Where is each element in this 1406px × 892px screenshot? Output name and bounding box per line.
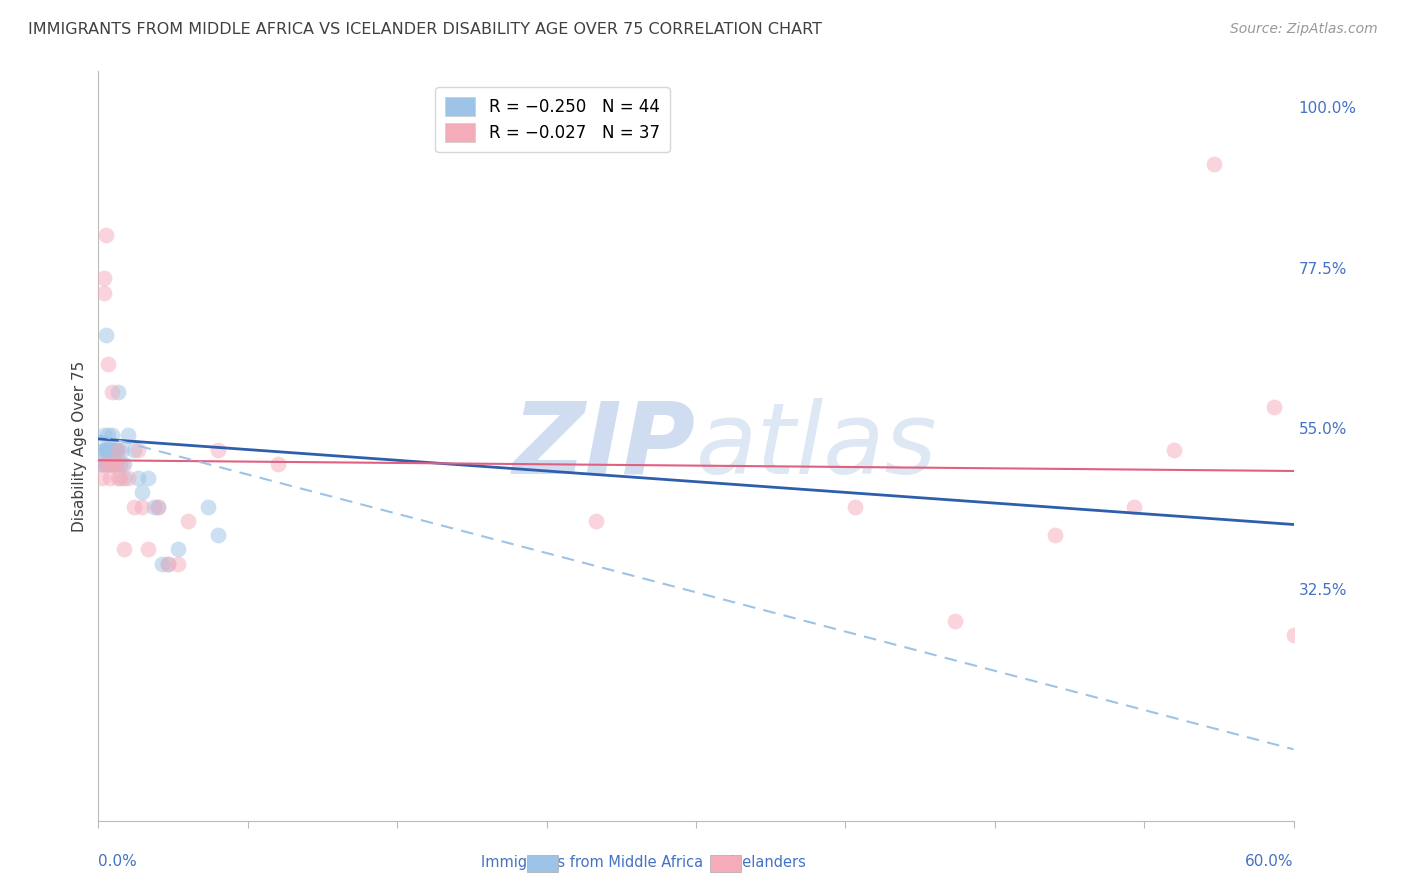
Point [91, 442, 114, 457]
Point [131, 500, 153, 514]
Point [96, 442, 118, 457]
Point [98, 471, 122, 485]
Point [1043, 528, 1066, 542]
Point [143, 500, 166, 514]
Point [107, 471, 129, 485]
Point [1263, 400, 1285, 414]
Point [585, 514, 607, 528]
Point [98, 457, 122, 471]
Point [93, 271, 115, 285]
Text: Source: ZipAtlas.com: Source: ZipAtlas.com [1230, 22, 1378, 37]
Point [101, 457, 124, 471]
Point [117, 471, 139, 485]
Text: Immigrants from Middle Africa: Immigrants from Middle Africa [481, 855, 703, 870]
Point [101, 428, 124, 442]
Point [111, 457, 134, 471]
Text: Icelanders: Icelanders [731, 855, 807, 870]
Point [1282, 628, 1305, 642]
Point [107, 442, 129, 457]
Point [112, 471, 135, 485]
Point [150, 557, 173, 571]
Point [207, 528, 229, 542]
Point [103, 457, 125, 471]
Point [98, 442, 122, 457]
Text: 0.0%: 0.0% [98, 854, 138, 869]
Point [97, 442, 120, 457]
Point [103, 442, 125, 457]
Point [157, 557, 180, 571]
Point [112, 457, 135, 471]
Point [93, 285, 115, 300]
Text: atlas: atlas [696, 398, 938, 494]
Point [131, 485, 153, 500]
Point [167, 557, 190, 571]
Point [124, 500, 146, 514]
Point [1202, 157, 1225, 171]
Point [107, 442, 129, 457]
Point [101, 442, 124, 457]
Point [91, 457, 114, 471]
Point [96, 328, 118, 343]
Point [97, 357, 120, 371]
Point [105, 457, 128, 471]
Point [117, 428, 139, 442]
Point [103, 457, 125, 471]
Y-axis label: Disability Age Over 75: Disability Age Over 75 [72, 360, 87, 532]
Point [98, 457, 122, 471]
Point [93, 428, 115, 442]
Text: IMMIGRANTS FROM MIDDLE AFRICA VS ICELANDER DISABILITY AGE OVER 75 CORRELATION CH: IMMIGRANTS FROM MIDDLE AFRICA VS ICELAND… [28, 22, 823, 37]
Point [943, 614, 966, 628]
Point [127, 471, 149, 485]
Point [112, 542, 135, 557]
Point [105, 457, 128, 471]
Point [110, 471, 132, 485]
Text: ZIP: ZIP [513, 398, 696, 494]
Point [197, 500, 219, 514]
Point [101, 457, 124, 471]
Point [97, 457, 120, 471]
Point [98, 457, 122, 471]
Point [1163, 442, 1185, 457]
Point [136, 471, 159, 485]
Point [96, 442, 118, 457]
Point [844, 500, 866, 514]
Point [93, 442, 115, 457]
Point [98, 442, 122, 457]
Point [96, 228, 118, 243]
Point [96, 457, 118, 471]
Point [177, 514, 200, 528]
Point [267, 457, 290, 471]
Point [103, 457, 125, 471]
Point [124, 442, 146, 457]
Legend: R = −0.250   N = 44, R = −0.027   N = 37: R = −0.250 N = 44, R = −0.027 N = 37 [436, 87, 669, 153]
Point [1123, 500, 1146, 514]
Text: 60.0%: 60.0% [1246, 854, 1294, 869]
Point [91, 471, 114, 485]
Point [105, 442, 128, 457]
Point [107, 385, 129, 400]
Point [167, 542, 190, 557]
Point [111, 442, 134, 457]
Point [148, 500, 170, 514]
Point [101, 385, 124, 400]
Point [97, 428, 120, 442]
Point [105, 442, 128, 457]
Point [136, 542, 159, 557]
Point [110, 457, 132, 471]
Point [207, 442, 229, 457]
Point [148, 500, 170, 514]
Point [157, 557, 180, 571]
Point [127, 442, 149, 457]
Point [93, 457, 115, 471]
Point [91, 457, 114, 471]
Point [97, 457, 120, 471]
